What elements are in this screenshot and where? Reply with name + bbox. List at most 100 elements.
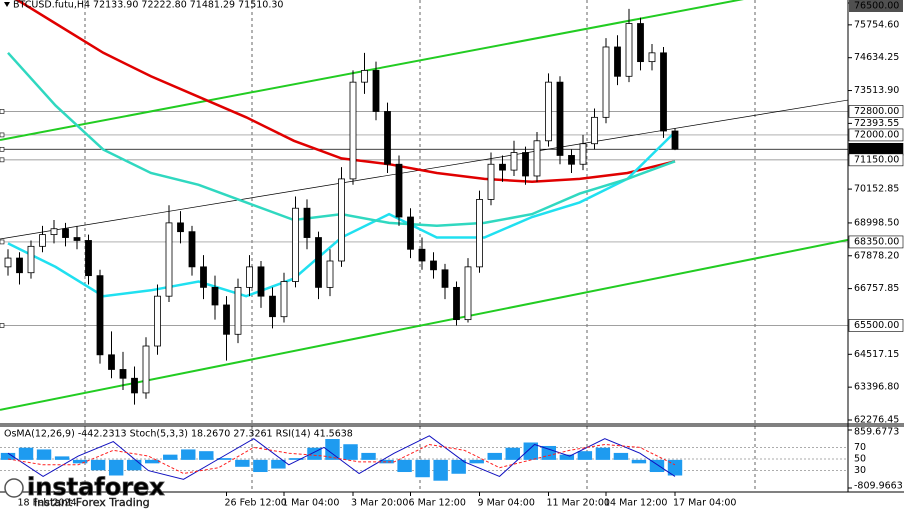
moving-average [15, 0, 676, 184]
candle-body [648, 52, 656, 63]
y-tick-label: 64517.15 [854, 349, 899, 360]
candle-body [108, 354, 115, 370]
candle-body [430, 260, 437, 271]
stoch-line [7, 435, 676, 480]
osma-bar [631, 459, 647, 464]
level-label: 71510.30 [854, 144, 899, 155]
trendline [0, 0, 744, 141]
level-marker [0, 146, 5, 152]
candle-body [223, 304, 230, 335]
candle-body [533, 140, 541, 177]
level-label: 68350.00 [854, 236, 899, 247]
candle-body [625, 23, 633, 77]
osma-bar [18, 447, 34, 460]
candle-body [487, 163, 495, 200]
osma-bar [415, 459, 430, 478]
osma-bar [253, 459, 268, 473]
osma-bar [108, 459, 124, 476]
x-tick-label: 6 Mar 12:00 [409, 498, 466, 509]
candle-body [62, 228, 69, 238]
x-tick-label: 9 Mar 04:00 [478, 498, 535, 509]
candle-body [384, 111, 391, 165]
candle-body [16, 257, 23, 274]
osma-bar [595, 447, 611, 460]
candle-body [602, 46, 610, 118]
candle-body [211, 286, 219, 306]
osma-bar [199, 451, 214, 460]
candle-body [372, 70, 380, 112]
y-tick-label: 68998.50 [854, 217, 899, 228]
chart-title: BTCUSD.futu,H4 72133.90 72222.80 71481.2… [13, 0, 283, 11]
level-label: 65500.00 [854, 320, 899, 331]
osma-tick-label: 859.6773 [854, 427, 899, 438]
osma-bar [523, 442, 538, 460]
osma-bar [559, 454, 575, 460]
osma-bar [613, 452, 629, 460]
trendline [0, 238, 848, 411]
candle-body [361, 70, 368, 83]
candle-body [660, 52, 667, 132]
candle-body [476, 199, 483, 268]
osma-bar [397, 459, 412, 473]
candle-body [441, 269, 449, 288]
x-tick-label: 26 Feb 12:00 [225, 498, 287, 509]
level-marker [0, 157, 5, 163]
candle-body [637, 23, 644, 63]
y-tick-label: 75754.60 [854, 19, 899, 30]
osma-bar [54, 456, 70, 460]
candle-body [50, 228, 58, 236]
stoch-line [7, 443, 676, 475]
watermark-logo [4, 478, 24, 498]
candle-body [315, 237, 322, 288]
candle-body [292, 207, 299, 282]
level-label: 72000.00 [854, 129, 899, 140]
osma-bar [667, 459, 683, 476]
osma-bar [145, 459, 160, 464]
candle-body [407, 216, 414, 250]
osma-bar [361, 452, 376, 460]
y-tick-label-box [849, 0, 903, 12]
y-tick-label: 62276.45 [854, 415, 899, 426]
y-tick-label: 74634.25 [854, 52, 899, 63]
osma-bar [433, 459, 448, 481]
candle-body [568, 155, 575, 165]
y-tick-label: 63396.80 [854, 382, 899, 393]
candle-body [280, 281, 288, 318]
osma-bar [325, 439, 340, 460]
candle-body [85, 240, 92, 277]
candle-body [453, 286, 460, 321]
osma-bar [577, 451, 593, 460]
level-marker [0, 239, 5, 245]
level-label-box [848, 153, 904, 167]
candle-body [165, 222, 173, 297]
candle-body [154, 295, 161, 347]
level-label: 72800.00 [854, 106, 899, 117]
candle-body [246, 266, 253, 288]
candle-body [510, 152, 518, 171]
stoch-tick-label: 50 [854, 454, 866, 465]
level-marker [0, 109, 5, 114]
candle-body [545, 81, 552, 142]
osma-bar [343, 444, 358, 460]
osma-bar [505, 447, 520, 460]
x-tick-label: 1 Mar 04:00 [282, 498, 339, 509]
candle-body [579, 143, 587, 165]
level-label-box [848, 105, 904, 118]
candle-body [418, 248, 426, 262]
level-marker [0, 323, 5, 328]
level-label-box [848, 235, 904, 249]
candle-body [4, 257, 12, 268]
x-tick-label: 18 Feb 2024 [18, 498, 77, 509]
candle-body [200, 266, 207, 288]
x-tick-label: 11 Mar 20:00 [547, 498, 610, 509]
osma-bar [181, 449, 196, 460]
y-tick-label: 72393.55 [854, 118, 899, 129]
osma-bar [126, 459, 142, 471]
watermark-brand: instaforex [27, 473, 165, 501]
indicator-title: OsMA(12,26,9) -442.2313 Stoch(5,3,3) 18.… [4, 429, 353, 440]
watermark-tagline: Instant Forex Trading [34, 496, 150, 509]
level-label: 71150.00 [854, 154, 899, 165]
y-tick-label: 67878.20 [854, 250, 899, 261]
osma-bar [217, 458, 232, 460]
